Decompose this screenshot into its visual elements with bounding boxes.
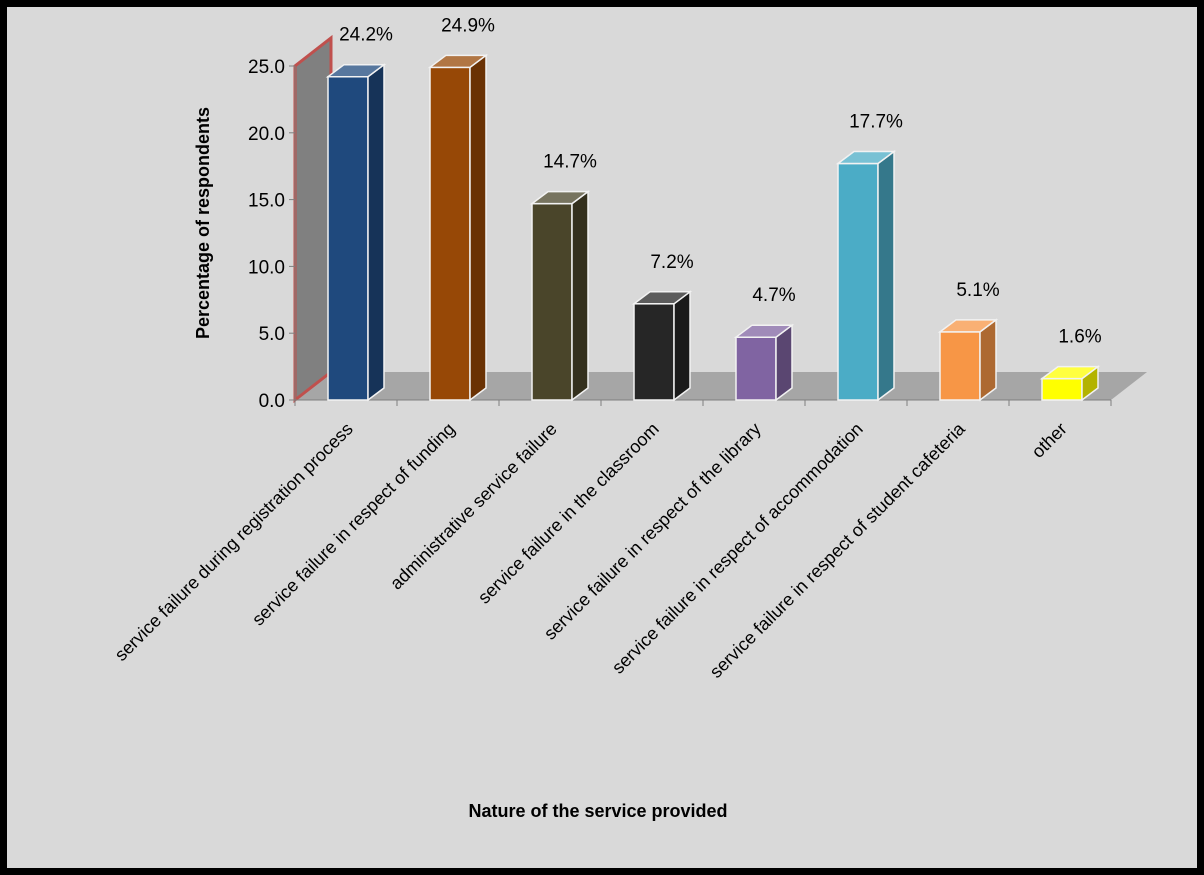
bar-front xyxy=(939,331,981,401)
data-label: 14.7% xyxy=(543,152,597,173)
y-tick-label: 15.0 xyxy=(248,191,285,212)
bar-front xyxy=(735,336,777,401)
chart-area: 0.0 5.0 10.0 15.0 20.0 25.0 service failure d… xyxy=(7,7,1197,868)
chart-walls xyxy=(293,34,1147,404)
bars xyxy=(325,53,1101,402)
y-axis-title: Percentage of respondents xyxy=(193,107,213,339)
bar xyxy=(937,318,999,402)
side-wall xyxy=(293,34,333,404)
bar-top xyxy=(529,190,591,205)
data-label: 5.1% xyxy=(956,280,999,301)
data-label: 24.2% xyxy=(339,25,393,46)
bar-front xyxy=(531,202,573,401)
bar-front xyxy=(429,66,471,401)
data-label: 17.7% xyxy=(849,112,903,133)
bar xyxy=(427,53,489,402)
bar-side xyxy=(367,63,385,402)
y-axis: 0.0 5.0 10.0 15.0 20.0 25.0 xyxy=(248,57,296,412)
bar xyxy=(529,190,591,402)
data-labels: 24.2% 24.9% 14.7% 7.2% 4.7% 17.7% 5.1% 1.6% xyxy=(339,15,1102,347)
bar xyxy=(325,63,387,402)
data-label: 1.6% xyxy=(1058,327,1101,348)
bar-side xyxy=(775,323,793,402)
x-tick-label: service failure in respect of funding xyxy=(248,419,459,630)
data-label: 7.2% xyxy=(650,252,693,273)
bar xyxy=(733,323,795,402)
bar-side xyxy=(469,53,487,402)
bar-side xyxy=(571,190,589,402)
bar-top xyxy=(1039,365,1101,380)
data-label: 4.7% xyxy=(752,285,795,306)
bar-top xyxy=(325,63,387,78)
bar-side xyxy=(877,150,895,402)
x-tick-label: service failure in the classroom xyxy=(474,419,663,608)
y-tick-label: 10.0 xyxy=(248,257,285,278)
bar xyxy=(835,150,897,402)
x-tick-label: service failure during registration proc… xyxy=(111,419,357,665)
bar-front xyxy=(1041,377,1083,401)
bar xyxy=(631,290,693,402)
x-axis: service failure during registration proc… xyxy=(111,399,1112,682)
bar-top xyxy=(937,319,999,333)
y-tick-label: 5.0 xyxy=(259,324,285,345)
chart-floor xyxy=(295,372,1147,400)
bar-top xyxy=(835,150,897,165)
bar-side xyxy=(979,318,997,402)
bar-front xyxy=(837,162,879,401)
y-tick-label: 25.0 xyxy=(248,57,285,78)
x-tick-label: service failure in respect of the librar… xyxy=(540,419,765,644)
bar-chart: 0.0 5.0 10.0 15.0 20.0 25.0 service failure d… xyxy=(111,15,1147,821)
bar-front xyxy=(327,75,369,401)
bar xyxy=(1039,365,1101,402)
bar-top xyxy=(631,291,693,305)
data-label: 24.9% xyxy=(441,15,495,36)
x-axis-title: Nature of the service provided xyxy=(468,801,727,821)
bar-front xyxy=(633,303,675,401)
y-tick-label: 20.0 xyxy=(248,124,285,145)
bar-side xyxy=(673,290,691,402)
bar-top xyxy=(427,54,489,69)
x-tick-label: administrative service failure xyxy=(386,419,561,594)
y-tick-label: 0.0 xyxy=(259,391,285,412)
x-tick-label: other xyxy=(1028,419,1071,462)
bar-top xyxy=(733,324,795,338)
